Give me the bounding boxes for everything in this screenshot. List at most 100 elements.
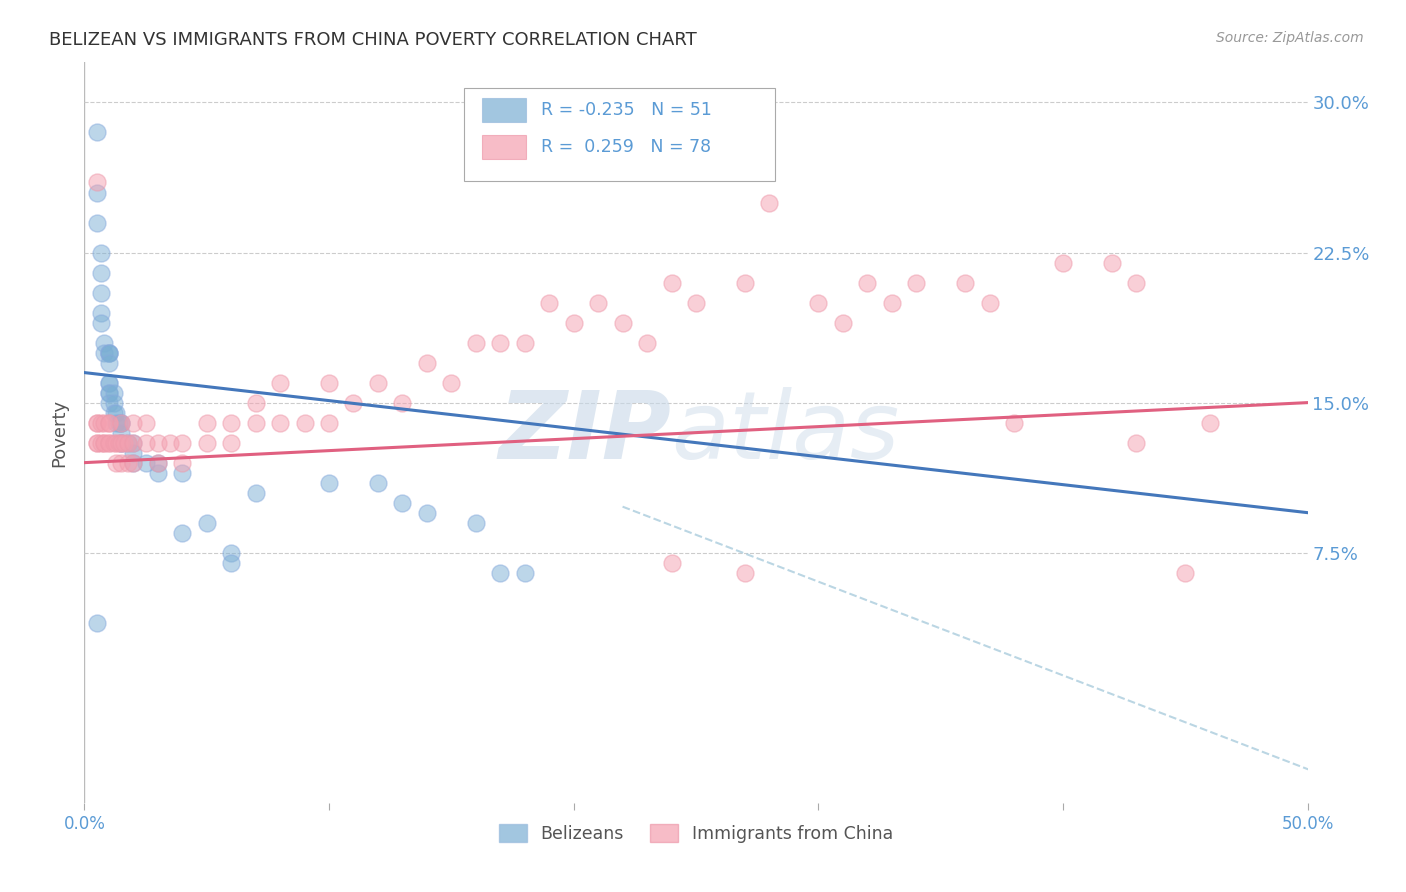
Point: [107, 435, 129, 450]
Point: [146, 435, 169, 450]
Point: [117, 435, 139, 450]
Point: [219, 546, 242, 560]
Point: [86, 615, 108, 630]
Point: [489, 335, 512, 350]
Point: [103, 385, 125, 400]
Point: [219, 416, 242, 430]
Point: [342, 395, 364, 409]
Point: [86, 435, 108, 450]
Point: [856, 276, 879, 290]
Point: [103, 406, 125, 420]
Point: [90, 416, 112, 430]
Point: [661, 556, 683, 570]
Text: BELIZEAN VS IMMIGRANTS FROM CHINA POVERTY CORRELATION CHART: BELIZEAN VS IMMIGRANTS FROM CHINA POVERT…: [49, 31, 697, 49]
Point: [464, 516, 486, 530]
Point: [661, 276, 683, 290]
Point: [122, 456, 145, 470]
Point: [112, 435, 135, 450]
Point: [953, 276, 976, 290]
Point: [685, 295, 707, 310]
Point: [1002, 416, 1025, 430]
Point: [172, 525, 194, 540]
Point: [110, 425, 132, 440]
Point: [97, 385, 120, 400]
Point: [90, 285, 112, 300]
Point: [245, 485, 267, 500]
Point: [391, 496, 413, 510]
Point: [86, 215, 108, 229]
Point: [172, 435, 194, 450]
Point: [86, 176, 108, 190]
Point: [122, 445, 145, 459]
Point: [117, 456, 139, 470]
Point: [90, 305, 112, 319]
Point: [758, 195, 780, 210]
Point: [245, 395, 267, 409]
Point: [97, 355, 120, 369]
Point: [97, 435, 120, 450]
Point: [831, 316, 853, 330]
Point: [103, 395, 125, 409]
Point: [195, 416, 218, 430]
Point: [93, 345, 115, 359]
Point: [513, 566, 536, 580]
Point: [103, 435, 125, 450]
Point: [105, 416, 128, 430]
Point: [97, 376, 120, 390]
Point: [1198, 416, 1220, 430]
Point: [97, 345, 120, 359]
Point: [122, 435, 145, 450]
Point: [440, 376, 463, 390]
Point: [117, 435, 139, 450]
Point: [107, 416, 129, 430]
Point: [110, 435, 132, 450]
Point: [146, 456, 169, 470]
Point: [489, 566, 512, 580]
Point: [146, 456, 169, 470]
Point: [416, 506, 439, 520]
Legend: Belizeans, Immigrants from China: Belizeans, Immigrants from China: [492, 817, 900, 850]
Text: atlas: atlas: [672, 387, 900, 478]
Point: [122, 435, 145, 450]
Point: [110, 416, 132, 430]
Point: [318, 475, 340, 490]
Point: [464, 335, 486, 350]
Point: [979, 295, 1001, 310]
Point: [245, 416, 267, 430]
Point: [122, 456, 145, 470]
Point: [807, 295, 830, 310]
Point: [135, 456, 157, 470]
Point: [135, 416, 157, 430]
Point: [905, 276, 928, 290]
Point: [97, 345, 120, 359]
Point: [159, 435, 181, 450]
Point: [734, 276, 756, 290]
FancyBboxPatch shape: [482, 98, 526, 121]
Text: R =  0.259   N = 78: R = 0.259 N = 78: [541, 138, 711, 156]
Point: [97, 416, 120, 430]
Point: [86, 416, 108, 430]
Point: [110, 416, 132, 430]
Point: [86, 186, 108, 200]
Point: [97, 416, 120, 430]
Point: [1052, 255, 1074, 269]
Point: [586, 295, 609, 310]
FancyBboxPatch shape: [464, 88, 776, 181]
Point: [110, 435, 132, 450]
Point: [318, 416, 340, 430]
Point: [391, 395, 413, 409]
Point: [1101, 255, 1123, 269]
Point: [367, 475, 389, 490]
Text: R = -0.235   N = 51: R = -0.235 N = 51: [541, 101, 711, 119]
Point: [367, 376, 389, 390]
Point: [86, 416, 108, 430]
Point: [93, 335, 115, 350]
Point: [86, 435, 108, 450]
Point: [172, 456, 194, 470]
Point: [1125, 276, 1147, 290]
Text: ZIP: ZIP: [499, 386, 672, 479]
Point: [880, 295, 903, 310]
Point: [538, 295, 561, 310]
Point: [195, 435, 218, 450]
Point: [269, 416, 291, 430]
